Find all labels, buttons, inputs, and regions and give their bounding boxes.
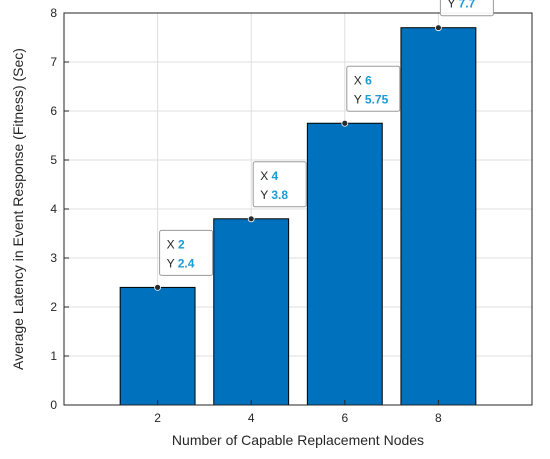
datatip-y-value: 7.7 [459, 0, 476, 11]
datatip-marker [154, 283, 162, 291]
x-tick-label: 2 [154, 411, 161, 425]
datatip-x-row: X 4 [260, 169, 278, 183]
data-tips: X 2Y 2.4X 4Y 3.8X 6Y 5.75X 8Y 7.7 [154, 0, 494, 291]
x-tick-label: 4 [248, 411, 255, 425]
y-tick-label: 3 [50, 251, 57, 265]
y-tick-label: 2 [50, 300, 57, 314]
datatip-x-row: X 6 [354, 73, 372, 87]
datatip-marker [434, 24, 442, 32]
datatip-marker [247, 215, 255, 223]
x-axis-label: Number of Capable Replacement Nodes [172, 432, 424, 448]
datatip-y-value: 3.8 [271, 188, 288, 202]
y-tick-label: 0 [50, 398, 57, 412]
datatip-box [159, 229, 214, 276]
datatip-y-row: Y 5.75 [354, 92, 389, 106]
y-tick-label: 8 [50, 6, 57, 20]
datatip-y-row: Y 7.7 [447, 0, 475, 11]
datatip-y-value: 2.4 [178, 256, 195, 270]
x-tick-labels: 2 4 6 8 [154, 411, 442, 425]
x-tick-label: 6 [341, 411, 348, 425]
datatip-y-value: 5.75 [365, 92, 389, 106]
y-tick-label: 1 [50, 349, 57, 363]
datatip-x-row: X 2 [167, 237, 185, 251]
y-axis-label: Average Latency in Event Response (Fitne… [10, 48, 26, 370]
datatip-y-row: Y 3.8 [260, 188, 288, 202]
bar [213, 218, 290, 406]
datatip-box [252, 161, 307, 208]
x-tick-label: 8 [435, 411, 442, 425]
datatip-box [346, 65, 401, 112]
datatip-marker [341, 119, 349, 127]
datatip-x-value: 6 [365, 73, 372, 87]
axes [63, 12, 533, 406]
datatip-y-row: Y 2.4 [167, 256, 195, 270]
datatip-box [439, 0, 494, 17]
y-tick-labels: 0 1 2 3 4 5 6 7 8 [50, 6, 57, 412]
datatip-x-value: 2 [178, 237, 185, 251]
y-tick-label: 4 [50, 202, 57, 216]
y-tick-label: 6 [50, 104, 57, 118]
axes-box [63, 12, 533, 406]
datatip-x-value: 4 [272, 169, 279, 183]
y-tick-label: 7 [50, 55, 57, 69]
bar [119, 286, 196, 406]
bar [306, 122, 383, 406]
bars [119, 27, 477, 406]
y-tick-label: 5 [50, 153, 57, 167]
bar [400, 27, 477, 406]
